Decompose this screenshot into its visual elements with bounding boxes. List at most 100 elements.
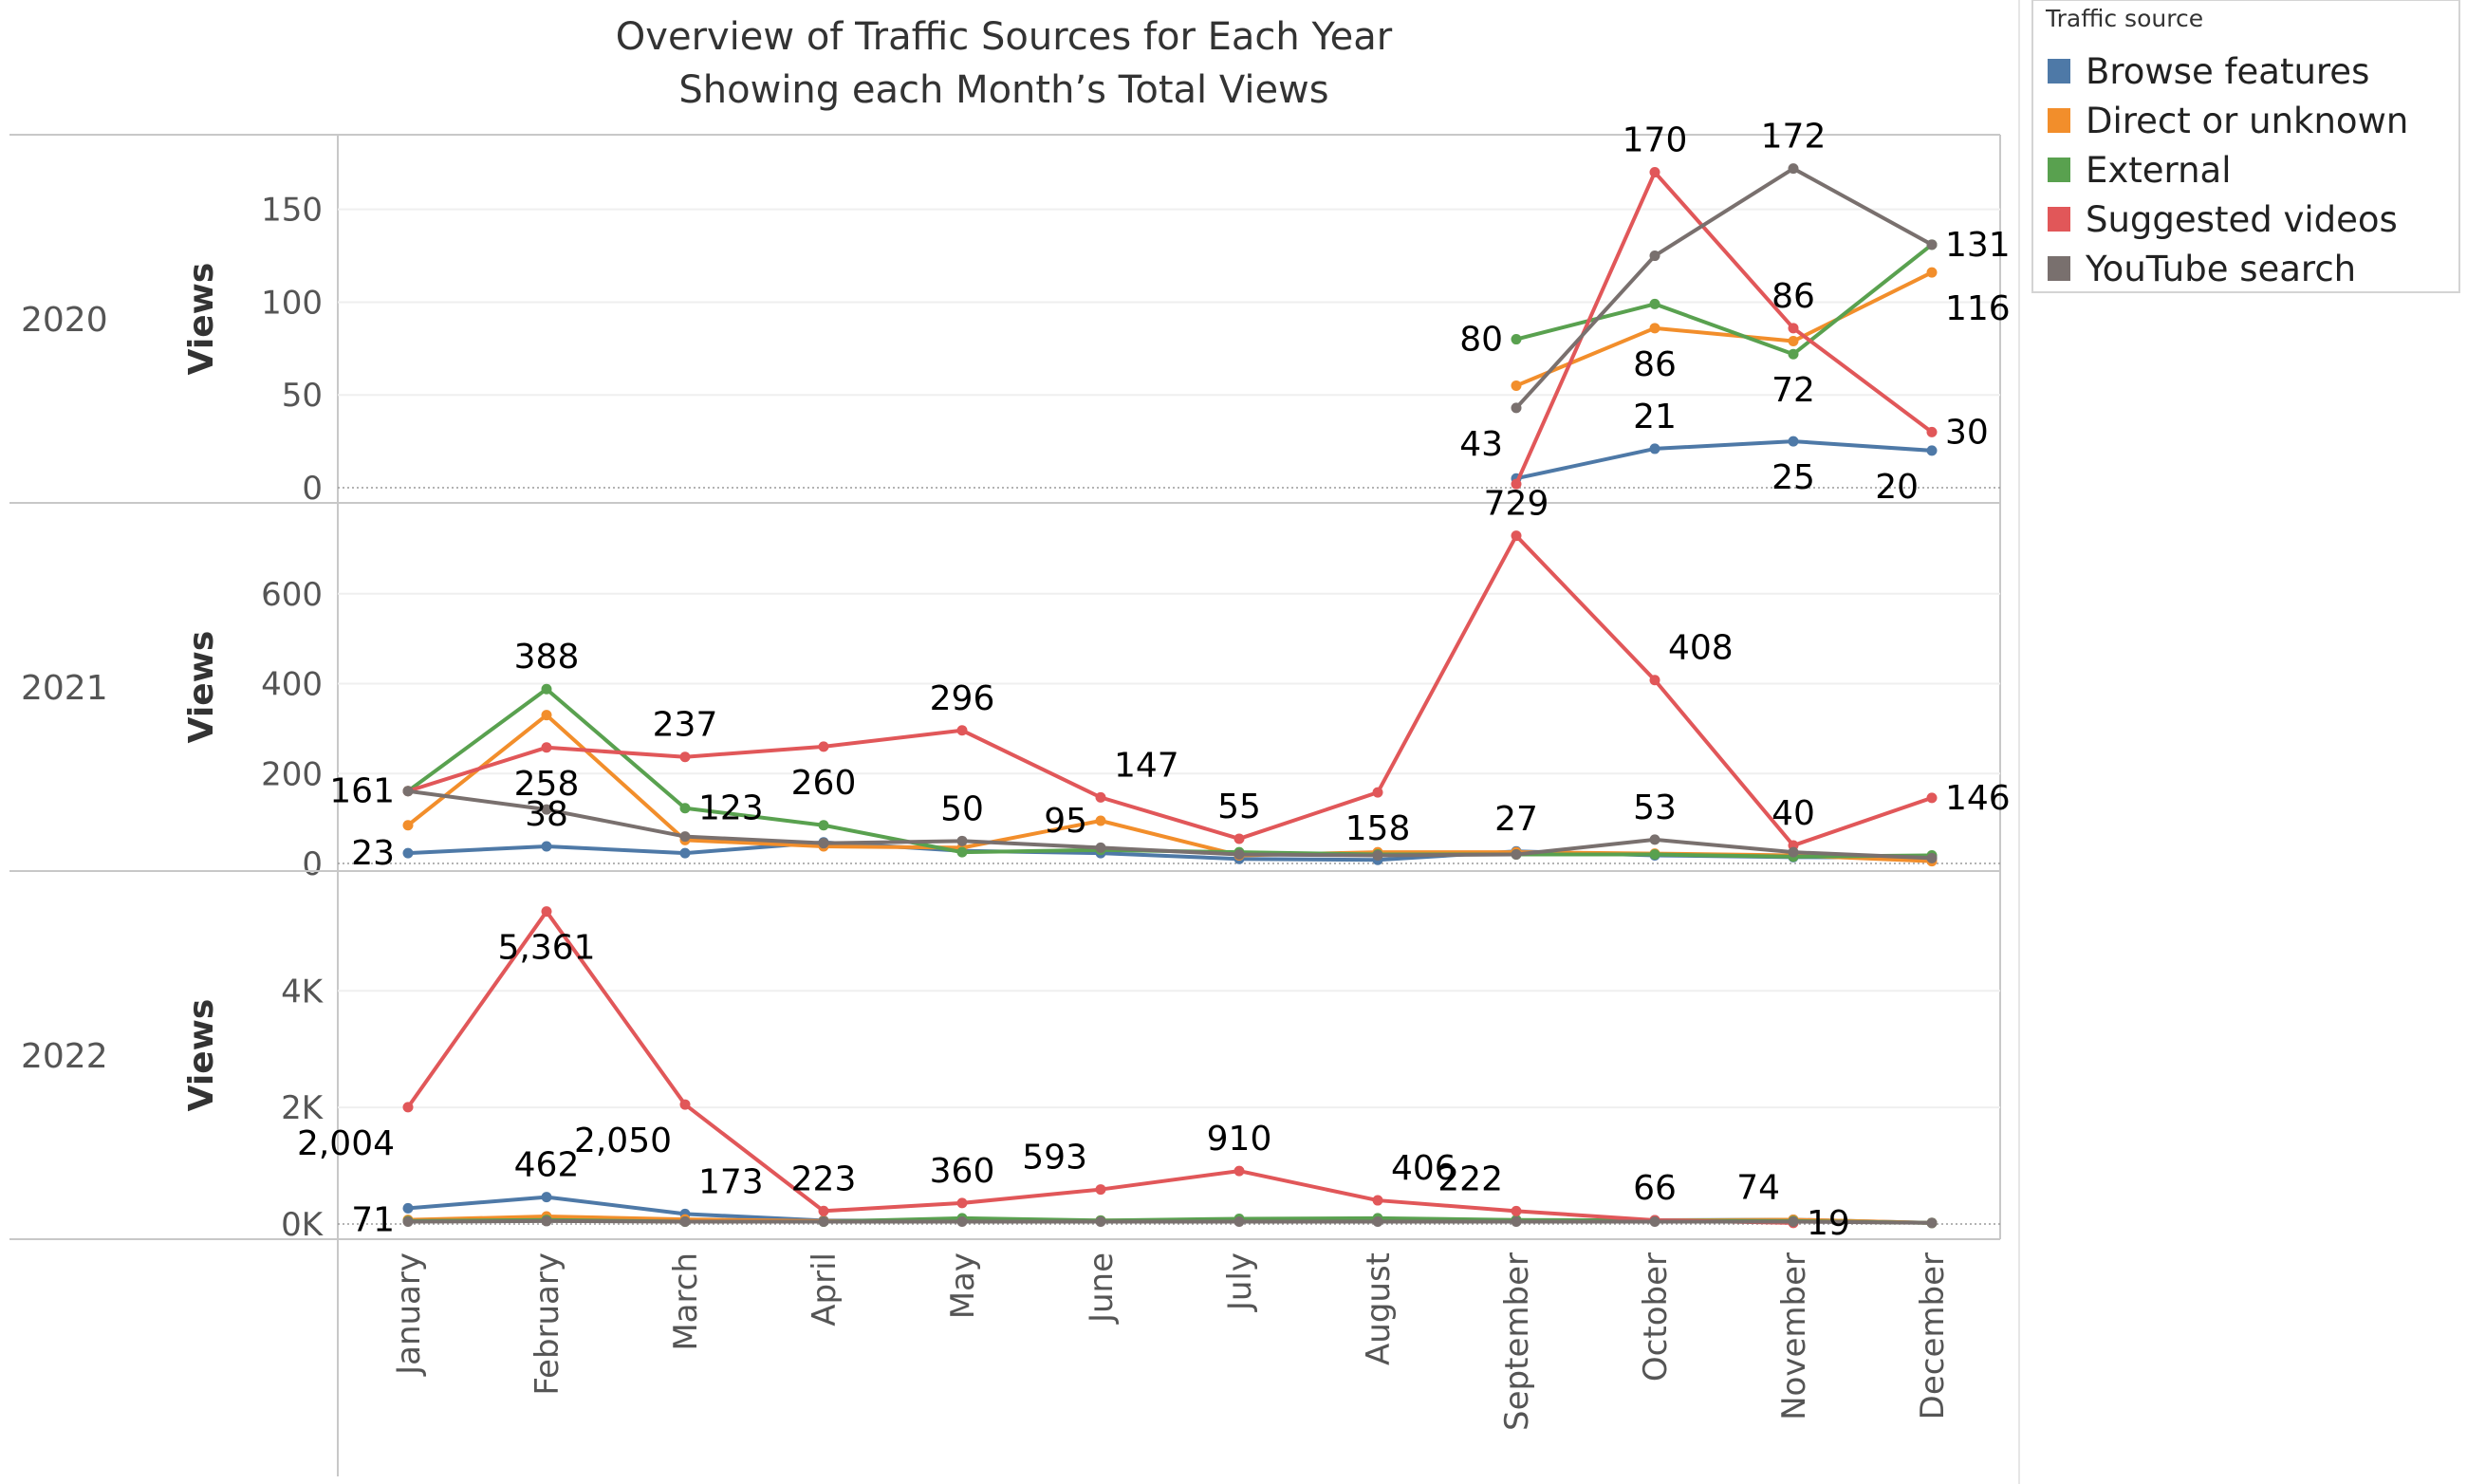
data-point: [402, 1202, 414, 1214]
data-label: 123: [698, 789, 764, 828]
data-label: 74: [1736, 1168, 1780, 1207]
data-label: 161: [329, 772, 395, 811]
legend-box: [2031, 0, 2460, 293]
data-label: 30: [1945, 413, 1989, 452]
data-point: [1926, 852, 1938, 863]
legend: Traffic source Browse features Direct or u…: [2018, 0, 2460, 1484]
data-point: [1926, 445, 1938, 456]
data-point: [956, 846, 968, 858]
data-label: 258: [514, 765, 580, 804]
legend-entry-browse-features[interactable]: Browse features: [2048, 51, 2369, 92]
y-axis-title: Views: [182, 631, 221, 744]
data-point: [1511, 1216, 1522, 1228]
data-label: 38: [525, 795, 568, 834]
data-label: 172: [1761, 118, 1827, 157]
legend-entry-youtube-search[interactable]: YouTube search: [2048, 249, 2356, 289]
legend-label: YouTube search: [2085, 249, 2356, 289]
data-label: 2,050: [574, 1122, 672, 1160]
x-tick-label: June: [1083, 1252, 1121, 1325]
series-line: [1514, 166, 1933, 410]
series-line: [1515, 243, 1934, 357]
data-point: [818, 1205, 829, 1216]
legend-entry-external[interactable]: External: [2048, 150, 2232, 191]
series-direct-or-unknown: [1511, 267, 1938, 391]
legend-swatch: [2048, 256, 2070, 281]
year-label: 2022: [21, 1037, 108, 1076]
data-point: [1095, 1184, 1106, 1196]
data-point: [1511, 380, 1522, 391]
data-point: [956, 1197, 968, 1209]
series-line: [1515, 270, 1933, 388]
data-point: [1511, 334, 1522, 345]
data-label: 296: [930, 679, 995, 718]
data-point: [402, 847, 414, 859]
x-tick-label: November: [1775, 1252, 1813, 1420]
data-point: [541, 804, 552, 815]
data-label: 53: [1633, 788, 1677, 827]
data-point: [956, 725, 968, 736]
data-point: [1649, 443, 1660, 454]
data-point: [1926, 239, 1938, 250]
data-point: [541, 742, 552, 753]
y-tick-label: 200: [261, 755, 323, 793]
year-label: 2020: [21, 301, 108, 340]
data-label: 158: [1345, 809, 1411, 848]
data-point: [679, 1099, 691, 1110]
x-tick-label: October: [1637, 1252, 1675, 1382]
series-youtube-search: [402, 1215, 1938, 1229]
data-point: [1649, 298, 1660, 309]
series-line: [406, 909, 1794, 1225]
series-browse-features: [1511, 436, 1938, 484]
data-point: [1788, 348, 1799, 360]
data-label: 173: [698, 1162, 764, 1201]
data-label: 40: [1771, 794, 1815, 833]
data-point: [1788, 163, 1799, 175]
data-point: [402, 1102, 414, 1113]
data-point: [402, 820, 414, 831]
series-line: [407, 533, 1933, 848]
data-point: [1926, 426, 1938, 437]
data-point: [1511, 530, 1522, 542]
data-point: [1234, 1216, 1245, 1228]
data-label: 131: [1945, 226, 2011, 265]
legend-swatch: [2048, 207, 2070, 232]
x-tick-label: August: [1360, 1252, 1398, 1365]
x-tick-label: September: [1498, 1252, 1536, 1431]
legend-entry-direct-or-unknown[interactable]: Direct or unknown: [2048, 101, 2408, 141]
legend-swatch: [2048, 158, 2070, 182]
data-point: [1649, 834, 1660, 845]
series-line: [1515, 439, 1933, 481]
chart-subtitle: Showing each Month’s Total Views: [678, 68, 1328, 112]
data-label: 55: [1217, 788, 1261, 826]
data-label: 406: [1391, 1149, 1456, 1188]
data-point: [818, 741, 829, 752]
data-point: [1926, 792, 1938, 804]
y-axis-title: Views: [182, 999, 221, 1112]
data-label: 80: [1459, 321, 1503, 360]
legend-swatch: [2048, 108, 2070, 133]
x-tick-label: March: [667, 1252, 705, 1351]
series-youtube-search: [402, 786, 1938, 863]
x-tick-label: January: [390, 1252, 428, 1377]
legend-entry-suggested-videos[interactable]: Suggested videos: [2048, 199, 2398, 240]
data-label: 593: [1022, 1139, 1087, 1178]
data-point: [1234, 849, 1245, 861]
data-point: [1372, 1195, 1383, 1206]
data-label: 19: [1807, 1204, 1850, 1243]
data-point: [402, 786, 414, 797]
y-tick-label: 150: [261, 192, 323, 230]
chart-frame: [9, 134, 2001, 1476]
series-line: [407, 1218, 1933, 1225]
data-label: 146: [1945, 779, 2011, 818]
data-point: [1926, 267, 1938, 278]
y-tick-label: 2K: [281, 1089, 325, 1127]
data-point: [1788, 323, 1799, 334]
data-label: 237: [653, 706, 718, 745]
data-label: 388: [514, 638, 580, 677]
data-point: [956, 1216, 968, 1228]
y-tick-label: 0K: [281, 1206, 325, 1244]
data-label: 95: [1044, 802, 1087, 841]
y-tick-label: 4K: [281, 973, 325, 1011]
data-point: [1095, 815, 1106, 826]
